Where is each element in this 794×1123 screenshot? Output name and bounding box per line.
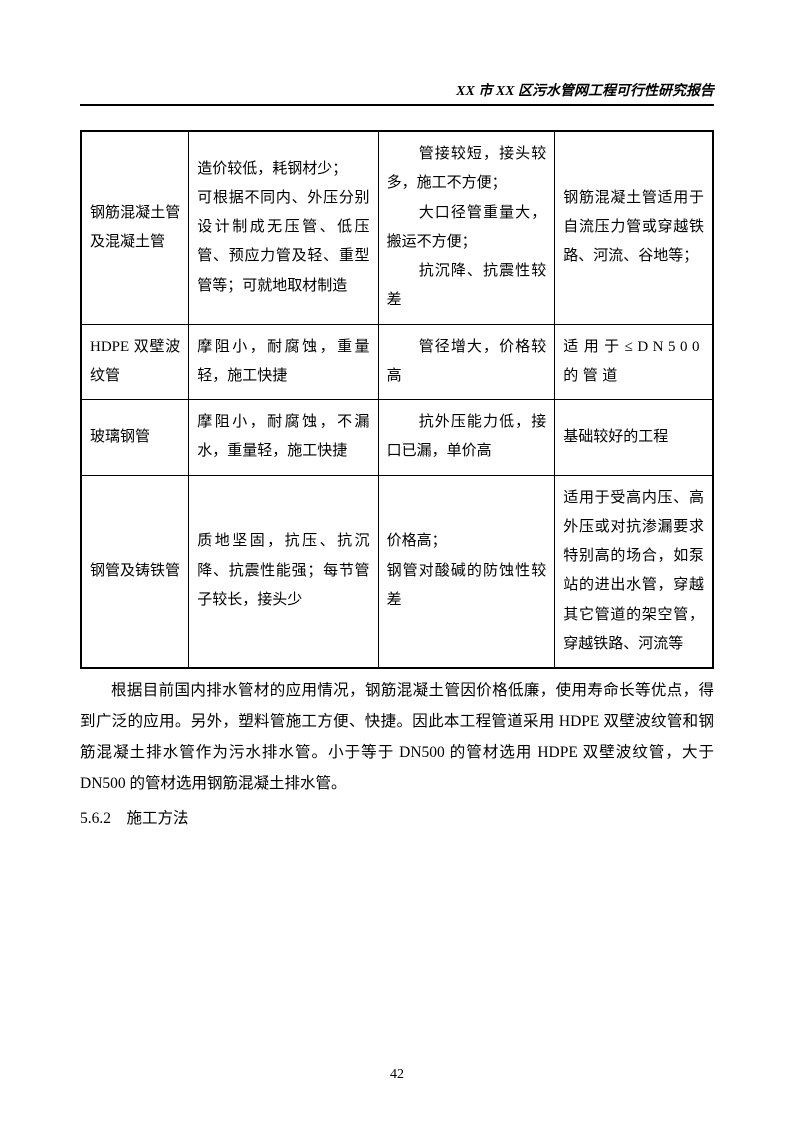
application-cell: 钢筋混凝土管适用于自流压力管或穿越铁路、河流、谷地等； [555,132,713,325]
header-title: XX 市 XX 区污水管网工程可行性研究报告 [456,84,714,99]
section-heading: 5.6.2 施工方法 [80,803,714,834]
application-cell: 适用于受高内压、高外压或对抗渗漏要求特别高的场合，如泵站的进出水管，穿越其它管道… [555,475,713,668]
pipe-type-cell: 玻璃钢管 [82,400,189,476]
table-row: 玻璃钢管 摩阻小，耐腐蚀，不漏水，重量轻，施工快捷 抗外压能力低，接口已漏，单价… [82,400,713,476]
pipe-type-cell: 钢筋混凝土管及混凝土管 [82,132,189,325]
pipe-type-cell: HDPE 双壁波纹管 [82,324,189,400]
page-number: 42 [0,1067,794,1083]
disadvantage-cell: 价格高； 钢管对酸碱的防蚀性较差 [378,475,555,668]
advantage-cell: 摩阻小，耐腐蚀，重量轻，施工快捷 [189,324,378,400]
disadvantage-cell: 管接较短，接头较多，施工不方便； 大口径管重量大，搬运不方便； 抗沉降、抗震性较… [378,132,555,325]
pipe-type-cell: 钢管及铸铁管 [82,475,189,668]
comparison-table-wrap: 钢筋混凝土管及混凝土管 造价较低，耗钢材少； 可根据不同内、外压分别设计制成无压… [80,130,714,669]
page-header: XX 市 XX 区污水管网工程可行性研究报告 [80,80,714,106]
pipe-comparison-table: 钢筋混凝土管及混凝土管 造价较低，耗钢材少； 可根据不同内、外压分别设计制成无压… [81,131,713,668]
table-row: HDPE 双壁波纹管 摩阻小，耐腐蚀，重量轻，施工快捷 管径增大，价格较高 适用… [82,324,713,400]
disadvantage-cell: 管径增大，价格较高 [378,324,555,400]
disadvantage-cell: 抗外压能力低，接口已漏，单价高 [378,400,555,476]
table-row: 钢管及铸铁管 质地坚固，抗压、抗沉降、抗震性能强；每节管子较长，接头少 价格高；… [82,475,713,668]
application-cell: 基础较好的工程 [555,400,713,476]
application-cell: 适用于≤DN500 的管道 [555,324,713,400]
advantage-cell: 摩阻小，耐腐蚀，不漏水，重量轻，施工快捷 [189,400,378,476]
analysis-paragraph: 根据目前国内排水管材的应用情况，钢筋混凝土管因价格低廉，使用寿命长等优点，得到广… [80,675,714,799]
advantage-cell: 质地坚固，抗压、抗沉降、抗震性能强；每节管子较长，接头少 [189,475,378,668]
advantage-cell: 造价较低，耗钢材少； 可根据不同内、外压分别设计制成无压管、低压管、预应力管及轻… [189,132,378,325]
table-row: 钢筋混凝土管及混凝土管 造价较低，耗钢材少； 可根据不同内、外压分别设计制成无压… [82,132,713,325]
